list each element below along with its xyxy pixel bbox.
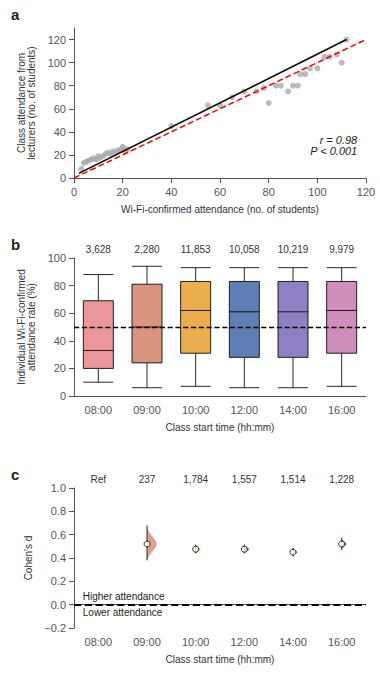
svg-text:−0.2: −0.2	[44, 622, 66, 634]
svg-text:60: 60	[214, 186, 226, 198]
svg-text:Class start time (hh:mm): Class start time (hh:mm)	[166, 422, 275, 433]
svg-text:b: b	[11, 236, 20, 253]
svg-text:r = 0.98: r = 0.98	[319, 133, 358, 146]
svg-text:20: 20	[117, 186, 129, 198]
svg-text:1,228: 1,228	[329, 474, 354, 485]
svg-text:Ref: Ref	[91, 474, 107, 485]
svg-text:0.4: 0.4	[51, 552, 66, 564]
svg-text:c: c	[11, 466, 19, 483]
svg-text:11,853: 11,853	[181, 244, 211, 255]
svg-text:2,280: 2,280	[134, 244, 159, 255]
svg-text:100: 100	[48, 252, 66, 264]
svg-text:Individual Wi-Fi-confirmed: Individual Wi-Fi-confirmed	[16, 269, 28, 385]
svg-text:40: 40	[54, 126, 66, 138]
svg-text:20: 20	[54, 149, 66, 161]
svg-text:14:00: 14:00	[279, 404, 307, 416]
svg-text:Wi-Fi-confirmed attendance (no: Wi-Fi-confirmed attendance (no. of stude…	[121, 204, 319, 215]
svg-text:9,979: 9,979	[329, 244, 354, 255]
svg-text:60: 60	[54, 103, 66, 115]
svg-text:0.8: 0.8	[51, 505, 66, 517]
svg-text:237: 237	[139, 474, 156, 485]
svg-text:a: a	[11, 6, 20, 23]
svg-text:attendance rate (%): attendance rate (%)	[26, 283, 37, 371]
svg-text:16:00: 16:00	[328, 404, 356, 416]
svg-text:0: 0	[60, 172, 66, 184]
svg-text:08:00: 08:00	[85, 636, 113, 648]
svg-text:0.6: 0.6	[51, 529, 66, 541]
svg-text:Class start time (hh:mm): Class start time (hh:mm)	[166, 654, 275, 665]
svg-text:80: 80	[263, 186, 275, 198]
svg-text:120: 120	[48, 34, 66, 46]
svg-text:40: 40	[54, 335, 66, 347]
svg-text:12:00: 12:00	[231, 636, 259, 648]
svg-text:60: 60	[54, 307, 66, 319]
svg-text:Class attendance from: Class attendance from	[16, 53, 28, 153]
svg-text:0: 0	[71, 186, 77, 198]
svg-text:1.0: 1.0	[51, 482, 66, 494]
svg-text:100: 100	[308, 186, 326, 198]
svg-text:10:00: 10:00	[182, 636, 210, 648]
svg-text:1,557: 1,557	[232, 474, 257, 485]
svg-text:14:00: 14:00	[279, 636, 307, 648]
svg-text:Higher attendance: Higher attendance	[83, 591, 165, 602]
svg-text:3,628: 3,628	[86, 244, 111, 255]
svg-text:20: 20	[54, 362, 66, 374]
svg-text:40: 40	[165, 186, 177, 198]
svg-text:10:00: 10:00	[182, 404, 210, 416]
svg-text:Lower attendance: Lower attendance	[83, 607, 163, 618]
svg-text:09:00: 09:00	[133, 636, 161, 648]
svg-text:09:00: 09:00	[133, 404, 161, 416]
svg-text:1,514: 1,514	[280, 474, 305, 485]
svg-text:16:00: 16:00	[328, 636, 356, 648]
svg-text:80: 80	[54, 280, 66, 292]
svg-text:Cohen's d: Cohen's d	[23, 536, 34, 581]
svg-text:08:00: 08:00	[85, 404, 113, 416]
svg-text:10,058: 10,058	[229, 244, 260, 255]
svg-text:12:00: 12:00	[231, 404, 259, 416]
svg-text:0.0: 0.0	[51, 599, 66, 611]
svg-text:10,219: 10,219	[278, 244, 309, 255]
svg-text:lecturers (no. of students): lecturers (no. of students)	[26, 46, 37, 159]
svg-text:P < 0.001: P < 0.001	[310, 145, 357, 157]
svg-text:80: 80	[54, 80, 66, 92]
svg-text:0: 0	[60, 390, 66, 402]
svg-text:100: 100	[48, 57, 66, 69]
svg-text:1,784: 1,784	[183, 474, 208, 485]
svg-text:120: 120	[357, 186, 375, 198]
svg-text:0.2: 0.2	[51, 575, 66, 587]
